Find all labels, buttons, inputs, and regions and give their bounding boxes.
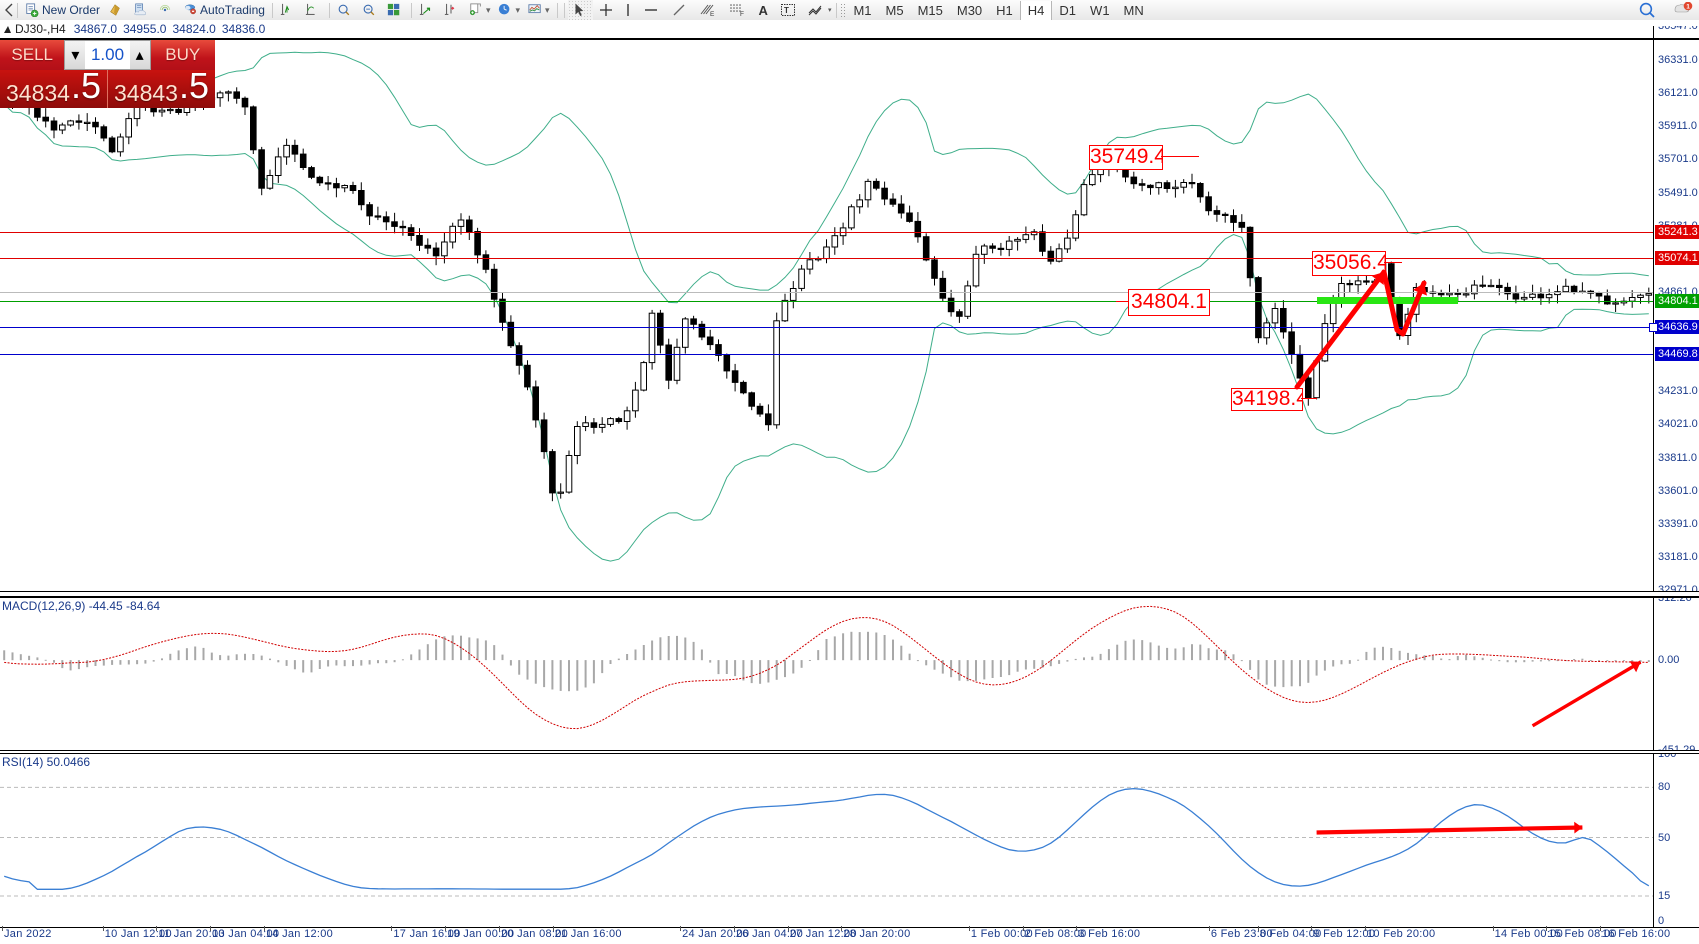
- svg-text:T: T: [784, 6, 789, 15]
- svg-text:1: 1: [1686, 4, 1690, 11]
- svg-text:E: E: [710, 11, 715, 17]
- svg-text:F: F: [740, 11, 744, 17]
